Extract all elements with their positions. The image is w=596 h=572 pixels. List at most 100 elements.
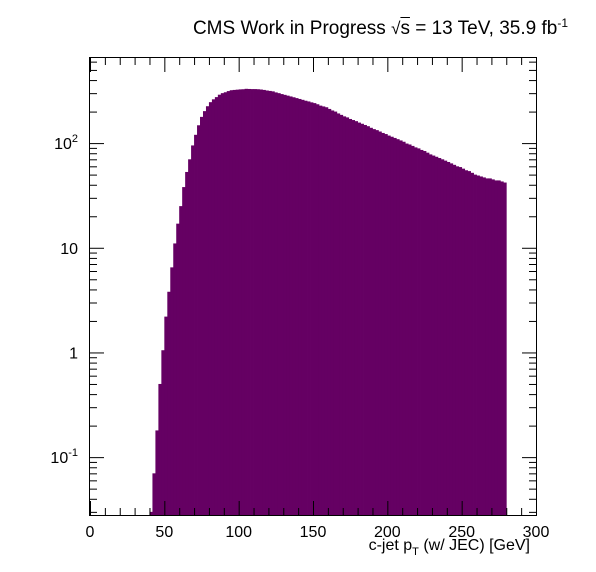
histogram-bin [437, 158, 442, 515]
histogram-bin [268, 90, 272, 516]
histogram-bin [179, 206, 183, 515]
histogram-bin [185, 171, 189, 515]
histogram-bin [167, 291, 171, 515]
histogram-bin [417, 148, 421, 515]
histogram-bin [232, 89, 237, 516]
histogram-bin [229, 90, 234, 515]
histogram-bin [378, 131, 382, 515]
histogram-bin [372, 129, 376, 515]
histogram-bars [149, 88, 507, 516]
histogram-bin [494, 180, 498, 516]
histogram-bin [274, 92, 278, 516]
histogram-bin [173, 243, 177, 515]
histogram-bin [188, 159, 192, 515]
x-axis-title: c-jet pT (w/ JEC) [GeV] [369, 537, 530, 558]
histogram-bin [396, 139, 400, 515]
histogram-bin [339, 114, 344, 515]
histogram-bin [200, 116, 204, 515]
histogram-bin [205, 106, 210, 515]
histogram-bin [241, 89, 246, 515]
histogram-bin [381, 132, 385, 515]
histogram-bin [402, 141, 406, 515]
x-axis-title-base: c-jet p [368, 537, 413, 554]
histogram-bin [342, 116, 347, 516]
y-axis-tick-labels: 10-1 1 10 102 [50, 133, 78, 467]
histogram-bin [443, 160, 448, 515]
x-tick-label: 0 [86, 524, 95, 541]
sqrt-symbol: √ [391, 19, 401, 38]
histogram-bin [289, 96, 293, 515]
histogram-bin [467, 171, 471, 516]
histogram-bin [327, 108, 332, 516]
histogram-bin [223, 92, 228, 515]
histogram-bin [351, 120, 356, 516]
histogram-bin [423, 151, 427, 515]
plot-frame [89, 57, 537, 516]
histogram-bin [485, 178, 489, 515]
histogram-bin [369, 127, 373, 516]
histogram-bin [375, 130, 379, 515]
histogram-bin [393, 137, 397, 515]
histogram-bin [161, 350, 165, 515]
histogram-bin [259, 89, 263, 515]
histogram-bin [170, 267, 174, 515]
histogram-bin [363, 124, 367, 515]
histogram-bin [414, 147, 418, 515]
histogram-bin [428, 154, 433, 515]
histogram-bin [220, 93, 225, 516]
histogram-bin [449, 163, 454, 515]
histogram-bin [271, 91, 275, 516]
histogram-bin [292, 97, 296, 516]
histogram-bin [307, 101, 311, 515]
histogram-bin [324, 107, 329, 515]
histogram-bin [503, 182, 507, 515]
histogram-bin [191, 145, 195, 515]
histogram-bin [256, 89, 260, 515]
histogram-bin [244, 88, 248, 515]
histogram-bin [491, 179, 495, 515]
histogram-bin [482, 177, 486, 516]
histogram-bin [208, 102, 213, 516]
histogram-bin [330, 110, 335, 516]
histogram-bin [238, 89, 243, 516]
y-tick-label: 10-1 [50, 447, 78, 467]
histogram-bin [265, 90, 269, 515]
histogram-bin [202, 111, 207, 515]
histogram-bin [461, 168, 466, 515]
histogram-bin [390, 136, 394, 516]
histogram-bin [310, 102, 314, 516]
histogram-bin [194, 134, 198, 515]
histogram-bin [247, 88, 251, 516]
histogram-bin [464, 170, 469, 515]
histogram-bin [488, 178, 492, 515]
histogram-bin [280, 94, 284, 515]
experiment-label: CMS Work in Progress [192, 18, 386, 39]
histogram-bin [452, 164, 457, 515]
histogram-bin [425, 152, 430, 516]
y-tick-label: 10 [60, 241, 78, 258]
histogram-bin [440, 159, 445, 515]
histogram-bin [262, 89, 266, 516]
histogram-bin [354, 121, 358, 515]
histogram-bin [155, 430, 159, 515]
histogram-bin [420, 149, 424, 515]
histogram-bin [360, 123, 364, 515]
x-tick-label: 300 [523, 524, 550, 541]
histogram-bin [152, 473, 156, 515]
chart-title: CMS Work in Progress √s = 13 TeV, 35.9 f… [193, 16, 568, 40]
histogram-bin [348, 118, 353, 515]
histogram-bin [366, 126, 370, 515]
histogram-bin [197, 125, 201, 516]
histogram-bin [158, 383, 162, 515]
histogram-bin [384, 134, 388, 516]
histogram-bin [295, 98, 299, 516]
histogram-bin [250, 89, 254, 515]
histogram-bin [301, 99, 305, 515]
histogram-bin [434, 156, 439, 515]
histogram-bin [497, 180, 501, 516]
histogram-bin [333, 111, 338, 515]
x-tick-label: 250 [448, 524, 475, 541]
histogram-bin [304, 100, 308, 515]
histogram-bin [500, 181, 504, 515]
x-axis-tick-labels: 0 50 100 150 200 250 300 [86, 524, 550, 541]
